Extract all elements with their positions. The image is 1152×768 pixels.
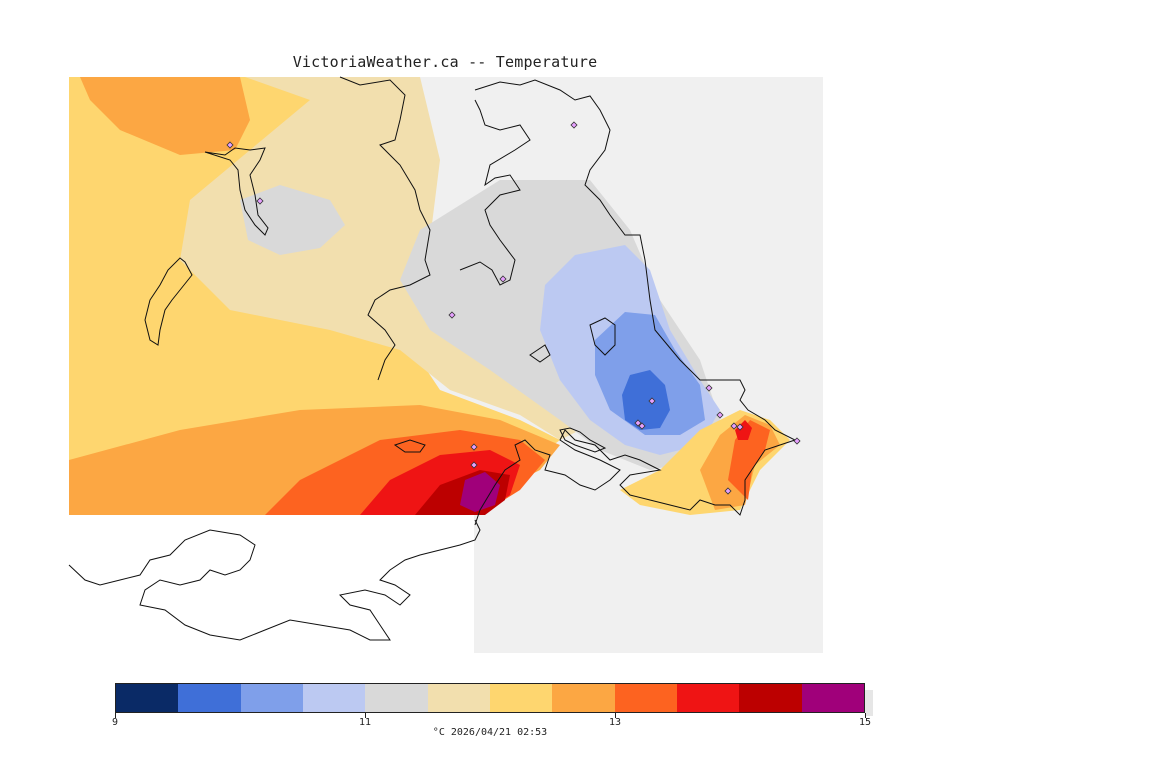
colorbar-segment xyxy=(614,684,677,712)
colorbar-segment xyxy=(676,684,740,712)
station-marker xyxy=(648,397,656,405)
station-marker xyxy=(256,197,264,205)
contour-band-14.5-15 xyxy=(460,472,500,512)
colorbar-segment xyxy=(116,684,179,712)
colorbar xyxy=(115,683,865,713)
colorbar-tick xyxy=(115,713,116,718)
station-marker xyxy=(705,384,713,392)
colorbar-tick-label: 13 xyxy=(608,717,622,728)
colorbar-tick xyxy=(365,713,366,718)
temperature-contours xyxy=(69,77,790,515)
colorbar-segment xyxy=(739,684,802,712)
colorbar-segment xyxy=(489,684,553,712)
colorbar-tick-label: 11 xyxy=(358,717,372,728)
contour-band-12.5-13-nw xyxy=(80,77,250,155)
colorbar-tick-label: 15 xyxy=(858,717,872,728)
colorbar-segment xyxy=(801,684,864,712)
station-marker xyxy=(448,311,456,319)
station-marker xyxy=(716,411,724,419)
station-marker xyxy=(730,422,738,430)
contour-band-9.5-10 xyxy=(622,370,670,430)
colorbar-segment xyxy=(365,684,428,712)
colorbar-tick xyxy=(615,713,616,718)
coastlines xyxy=(68,76,797,641)
station-marker xyxy=(793,437,801,445)
station-marker xyxy=(470,461,478,469)
colorbar-segment xyxy=(302,684,366,712)
colorbar-shadow xyxy=(865,690,873,716)
station-marker xyxy=(638,422,646,430)
station-marker xyxy=(570,121,578,129)
colorbar-segment xyxy=(552,684,615,712)
station-marker xyxy=(736,423,744,431)
station-marker xyxy=(499,275,507,283)
station-markers xyxy=(226,121,801,495)
colorbar-segment xyxy=(178,684,241,712)
station-marker xyxy=(226,141,234,149)
contour-band-east-13.5 xyxy=(735,420,752,440)
no-data-region xyxy=(69,515,474,653)
colorbar-segment xyxy=(240,684,303,712)
colorbar-segment xyxy=(427,684,490,712)
station-marker xyxy=(634,419,642,427)
colorbar-tick xyxy=(865,713,866,718)
colorbar-tick-label: 9 xyxy=(111,717,119,728)
units-timestamp: °C 2026/04/21 02:53 xyxy=(432,727,548,738)
station-marker xyxy=(724,487,732,495)
station-marker xyxy=(470,443,478,451)
contour-band-11-11.5-west xyxy=(240,185,345,255)
map-title: VictoriaWeather.ca -- Temperature xyxy=(292,53,598,71)
